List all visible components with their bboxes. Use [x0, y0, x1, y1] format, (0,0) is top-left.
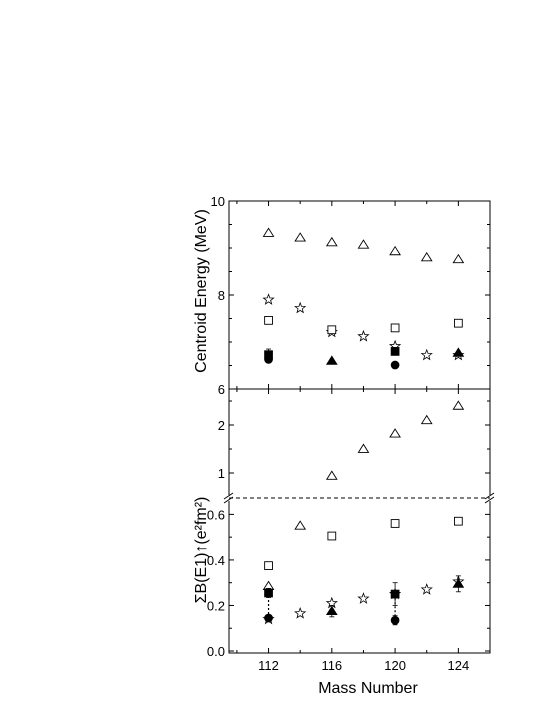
bottom-point-open-triangle: [389, 428, 401, 438]
bottom-point-filled-square: [390, 589, 400, 599]
bottom-lower-y-tick-label: 0.4: [207, 553, 225, 568]
bottom-point-open-star: [294, 606, 307, 619]
top-y-tick-label: 8: [218, 288, 225, 303]
top-point-open-triangle: [294, 232, 307, 242]
top-y-tick-label: 6: [218, 382, 225, 397]
bottom-point-open-triangle: [294, 520, 307, 530]
bottom-point-filled-triangle: [452, 578, 465, 588]
top-point-filled-circle: [390, 360, 400, 370]
top-point-open-star: [294, 301, 307, 314]
bottom-upper-y-tick-label: 2: [218, 418, 225, 433]
bottom-panel: 1 2 0.0 0.2 0.4 0.6 112 116 120 124: [207, 388, 495, 673]
top-point-filled-circle: [264, 355, 273, 364]
bottom-point-filled-circle: [390, 615, 400, 625]
bottom-y-axis-title: ΣB(E1)↑(e²fm²): [193, 497, 210, 604]
top-point-open-star: [420, 348, 433, 361]
bottom-lower-y-tick-label: 0.0: [207, 644, 225, 659]
top-point-open-star: [262, 293, 275, 305]
top-point-open-square: [264, 316, 273, 325]
top-point-open-triangle: [389, 245, 401, 256]
bottom-point-open-triangle: [452, 400, 465, 410]
bottom-upper-y-tick-label: 1: [218, 466, 225, 481]
bottom-point-open-star: [357, 592, 370, 604]
axis-break-mark-right: [484, 492, 495, 500]
bottom-point-filled-circle: [264, 613, 273, 623]
x-tick-label: 112: [258, 658, 279, 673]
x-tick-label: 120: [384, 658, 406, 673]
bottom-lower-y-tick-label: 0.2: [207, 598, 225, 613]
top-point-filled-square: [390, 347, 400, 356]
bottom-point-open-triangle: [325, 470, 338, 480]
top-point-filled-triangle: [452, 347, 465, 357]
bottom-point-open-square: [327, 531, 337, 541]
bottom-point-filled-triangle: [325, 605, 338, 616]
top-point-filled-triangle: [325, 355, 338, 365]
top-point-open-triangle: [357, 239, 370, 249]
axis-break-mark-left: [223, 492, 234, 500]
bottom-point-open-square: [264, 561, 273, 570]
bottom-lower-y-tick-label: 0.6: [207, 507, 225, 522]
top-point-open-square: [454, 318, 463, 328]
top-point-open-triangle: [325, 236, 338, 247]
axis-break-mark-right: [484, 496, 495, 504]
bottom-point-open-square: [454, 516, 463, 526]
top-panel: 6 8 10: [211, 194, 491, 397]
top-point-open-triangle: [420, 251, 433, 262]
top-point-open-triangle: [262, 227, 275, 237]
x-axis-title: Mass Number: [318, 680, 418, 697]
bottom-point-open-star: [420, 583, 433, 595]
top-point-open-square: [327, 325, 337, 335]
bottom-point-open-square: [390, 519, 400, 528]
bottom-point-filled-square: [264, 588, 273, 598]
x-tick-label: 116: [321, 658, 342, 673]
top-point-open-square: [390, 323, 400, 333]
bottom-plot-frame: [228, 388, 491, 654]
bottom-point-open-triangle: [420, 414, 433, 425]
bottom-point-open-triangle: [357, 443, 370, 453]
top-y-axis-title: Centroid Energy (MeV): [193, 209, 210, 373]
top-point-open-star: [357, 329, 370, 342]
top-point-open-triangle: [452, 253, 465, 264]
x-tick-label: 124: [448, 658, 470, 673]
top-y-tick-label: 10: [211, 194, 225, 209]
